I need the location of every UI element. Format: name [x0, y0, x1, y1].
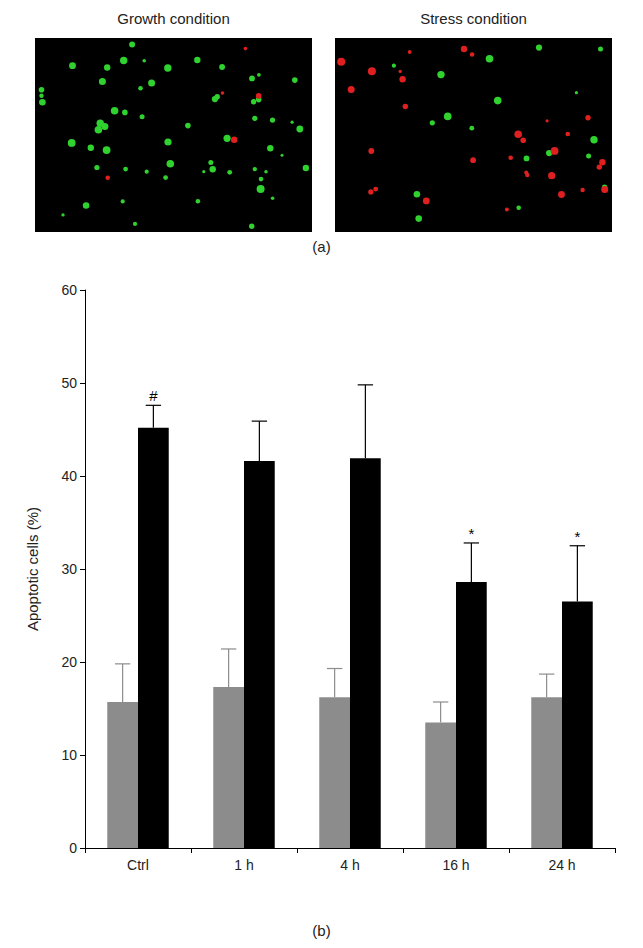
svg-text:Ctrl: Ctrl — [127, 857, 149, 873]
svg-text:(b): (b) — [312, 922, 330, 939]
svg-text:1 h: 1 h — [234, 857, 253, 873]
svg-text:50: 50 — [61, 375, 77, 391]
svg-text:30: 30 — [61, 561, 77, 577]
svg-text:16 h: 16 h — [442, 857, 469, 873]
svg-text:40: 40 — [61, 468, 77, 484]
html-text:(a): (a) — [312, 238, 331, 255]
svg-text:10: 10 — [61, 747, 77, 763]
svg-text:0: 0 — [69, 840, 77, 856]
html-text:Growth condition: Growth condition — [117, 10, 230, 27]
html-text:Stress condition: Stress condition — [420, 10, 527, 27]
svg-text:#: # — [149, 387, 158, 404]
svg-text:Apoptotic cells (%): Apoptotic cells (%) — [24, 507, 41, 631]
svg-text:24 h: 24 h — [548, 857, 575, 873]
svg-text:*: * — [574, 528, 580, 545]
svg-text:20: 20 — [61, 654, 77, 670]
svg-text:*: * — [468, 525, 474, 542]
svg-text:4 h: 4 h — [340, 857, 359, 873]
svg-text:60: 60 — [61, 282, 77, 298]
